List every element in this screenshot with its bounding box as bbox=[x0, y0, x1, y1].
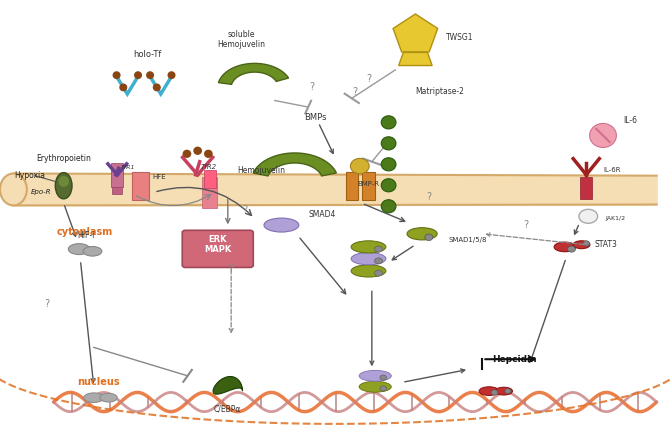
FancyBboxPatch shape bbox=[362, 172, 375, 200]
Text: Erythropoietin: Erythropoietin bbox=[36, 154, 91, 163]
Ellipse shape bbox=[381, 200, 396, 213]
Ellipse shape bbox=[479, 387, 499, 395]
Text: IL-6: IL-6 bbox=[623, 116, 637, 125]
Text: Hemojuvelin: Hemojuvelin bbox=[237, 166, 285, 175]
Text: Hepcidin: Hepcidin bbox=[492, 355, 537, 364]
Ellipse shape bbox=[381, 158, 396, 171]
Text: holo-Tf: holo-Tf bbox=[133, 50, 161, 59]
Ellipse shape bbox=[134, 71, 142, 79]
Text: TfR2: TfR2 bbox=[201, 164, 217, 170]
Text: ?: ? bbox=[228, 264, 234, 274]
Ellipse shape bbox=[351, 241, 386, 253]
Text: nucleus: nucleus bbox=[77, 378, 120, 387]
Ellipse shape bbox=[425, 234, 433, 240]
Ellipse shape bbox=[119, 83, 127, 91]
Ellipse shape bbox=[381, 137, 396, 150]
Polygon shape bbox=[399, 52, 432, 66]
Ellipse shape bbox=[579, 209, 598, 223]
Polygon shape bbox=[218, 63, 289, 84]
FancyBboxPatch shape bbox=[204, 170, 216, 188]
Text: JAK1/2: JAK1/2 bbox=[605, 216, 625, 221]
Ellipse shape bbox=[153, 83, 161, 91]
Ellipse shape bbox=[381, 179, 396, 192]
Text: ?: ? bbox=[309, 83, 314, 92]
Ellipse shape bbox=[204, 149, 213, 158]
Ellipse shape bbox=[84, 393, 104, 402]
FancyBboxPatch shape bbox=[132, 172, 149, 200]
Ellipse shape bbox=[359, 370, 391, 381]
Polygon shape bbox=[213, 377, 243, 394]
Text: Epo-R: Epo-R bbox=[31, 189, 52, 195]
Ellipse shape bbox=[193, 147, 202, 155]
Ellipse shape bbox=[264, 218, 299, 232]
Polygon shape bbox=[393, 14, 438, 52]
Text: SMAD1/5/8: SMAD1/5/8 bbox=[449, 237, 487, 243]
Text: ?: ? bbox=[352, 87, 358, 97]
Ellipse shape bbox=[380, 386, 387, 391]
Ellipse shape bbox=[350, 159, 369, 173]
Ellipse shape bbox=[146, 71, 154, 79]
Ellipse shape bbox=[168, 71, 176, 79]
Ellipse shape bbox=[407, 228, 437, 240]
Ellipse shape bbox=[182, 149, 192, 158]
Text: ?: ? bbox=[426, 192, 431, 201]
Text: BMP-R: BMP-R bbox=[358, 180, 379, 187]
FancyBboxPatch shape bbox=[112, 177, 122, 194]
Ellipse shape bbox=[554, 242, 576, 252]
Ellipse shape bbox=[375, 270, 383, 276]
Ellipse shape bbox=[100, 393, 117, 402]
Text: ERK
MAPK: ERK MAPK bbox=[204, 235, 231, 254]
Ellipse shape bbox=[583, 241, 590, 246]
Text: Hypoxia: Hypoxia bbox=[15, 171, 46, 180]
Ellipse shape bbox=[0, 173, 27, 205]
Text: soluble
Hemojuvelin: soluble Hemojuvelin bbox=[217, 30, 265, 49]
Ellipse shape bbox=[495, 387, 513, 395]
Ellipse shape bbox=[505, 389, 511, 393]
FancyBboxPatch shape bbox=[182, 230, 253, 267]
Ellipse shape bbox=[567, 246, 576, 252]
Ellipse shape bbox=[83, 246, 102, 256]
Text: ?: ? bbox=[366, 74, 371, 83]
FancyBboxPatch shape bbox=[202, 177, 217, 208]
Ellipse shape bbox=[375, 246, 383, 252]
Text: SMAD4: SMAD4 bbox=[308, 210, 336, 218]
Ellipse shape bbox=[381, 116, 396, 129]
Text: STAT3: STAT3 bbox=[595, 240, 618, 249]
Text: Matriptase-2: Matriptase-2 bbox=[415, 87, 464, 96]
FancyBboxPatch shape bbox=[346, 172, 358, 200]
Ellipse shape bbox=[590, 124, 616, 148]
Text: HFE: HFE bbox=[153, 174, 166, 180]
Polygon shape bbox=[253, 153, 336, 176]
Text: ?: ? bbox=[242, 205, 247, 215]
Ellipse shape bbox=[68, 244, 90, 254]
Ellipse shape bbox=[573, 241, 590, 249]
Text: TWSG1: TWSG1 bbox=[446, 33, 473, 42]
Ellipse shape bbox=[375, 258, 383, 264]
Ellipse shape bbox=[113, 71, 121, 79]
Text: HIF-I: HIF-I bbox=[77, 231, 94, 239]
FancyBboxPatch shape bbox=[111, 163, 123, 187]
Text: BMPs: BMPs bbox=[304, 114, 326, 122]
Text: ?: ? bbox=[44, 299, 50, 309]
Text: ?: ? bbox=[523, 220, 529, 230]
Ellipse shape bbox=[491, 390, 498, 395]
Text: TfR1: TfR1 bbox=[121, 165, 135, 170]
Ellipse shape bbox=[351, 253, 386, 265]
Ellipse shape bbox=[55, 173, 72, 199]
Ellipse shape bbox=[351, 265, 386, 277]
Ellipse shape bbox=[58, 176, 69, 187]
Text: cytoplasm: cytoplasm bbox=[57, 227, 113, 236]
Ellipse shape bbox=[359, 381, 391, 392]
Ellipse shape bbox=[380, 375, 387, 380]
Text: C/EBPα: C/EBPα bbox=[214, 405, 241, 414]
Text: IL-6R: IL-6R bbox=[603, 167, 620, 173]
FancyBboxPatch shape bbox=[580, 177, 592, 199]
